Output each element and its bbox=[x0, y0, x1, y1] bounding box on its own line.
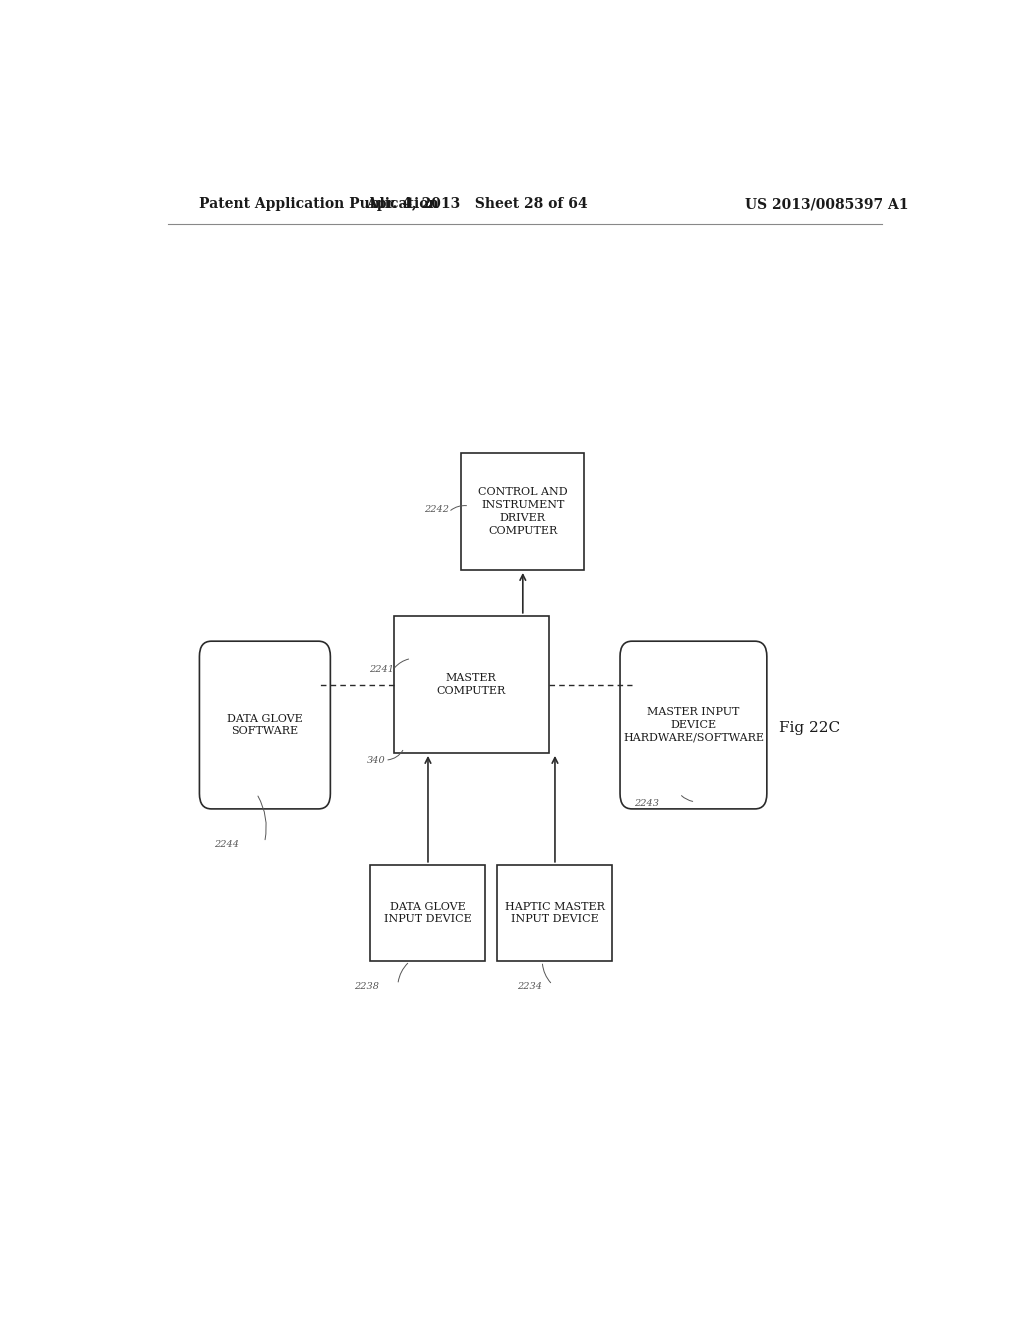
Text: 2243: 2243 bbox=[634, 800, 659, 808]
Text: 2234: 2234 bbox=[517, 982, 542, 991]
Text: MASTER INPUT
DEVICE
HARDWARE/SOFTWARE: MASTER INPUT DEVICE HARDWARE/SOFTWARE bbox=[623, 708, 764, 743]
FancyBboxPatch shape bbox=[620, 642, 767, 809]
Text: Fig 22C: Fig 22C bbox=[778, 721, 840, 735]
Text: DATA GLOVE
SOFTWARE: DATA GLOVE SOFTWARE bbox=[227, 714, 303, 737]
Text: 340: 340 bbox=[368, 755, 386, 764]
Text: MASTER
COMPUTER: MASTER COMPUTER bbox=[436, 673, 506, 696]
Text: DATA GLOVE
INPUT DEVICE: DATA GLOVE INPUT DEVICE bbox=[384, 902, 471, 924]
Text: Patent Application Publication: Patent Application Publication bbox=[200, 197, 439, 211]
Text: US 2013/0085397 A1: US 2013/0085397 A1 bbox=[744, 197, 908, 211]
FancyBboxPatch shape bbox=[370, 865, 485, 961]
Text: Apr. 4, 2013   Sheet 28 of 64: Apr. 4, 2013 Sheet 28 of 64 bbox=[367, 197, 588, 211]
FancyBboxPatch shape bbox=[394, 615, 549, 752]
Text: 2241: 2241 bbox=[369, 665, 394, 675]
Text: 2244: 2244 bbox=[214, 840, 239, 849]
FancyBboxPatch shape bbox=[497, 865, 612, 961]
Text: 2242: 2242 bbox=[424, 504, 450, 513]
Text: HAPTIC MASTER
INPUT DEVICE: HAPTIC MASTER INPUT DEVICE bbox=[505, 902, 604, 924]
FancyBboxPatch shape bbox=[200, 642, 331, 809]
Text: 2238: 2238 bbox=[354, 982, 379, 991]
Text: CONTROL AND
INSTRUMENT
DRIVER
COMPUTER: CONTROL AND INSTRUMENT DRIVER COMPUTER bbox=[478, 487, 567, 536]
FancyBboxPatch shape bbox=[461, 453, 585, 570]
